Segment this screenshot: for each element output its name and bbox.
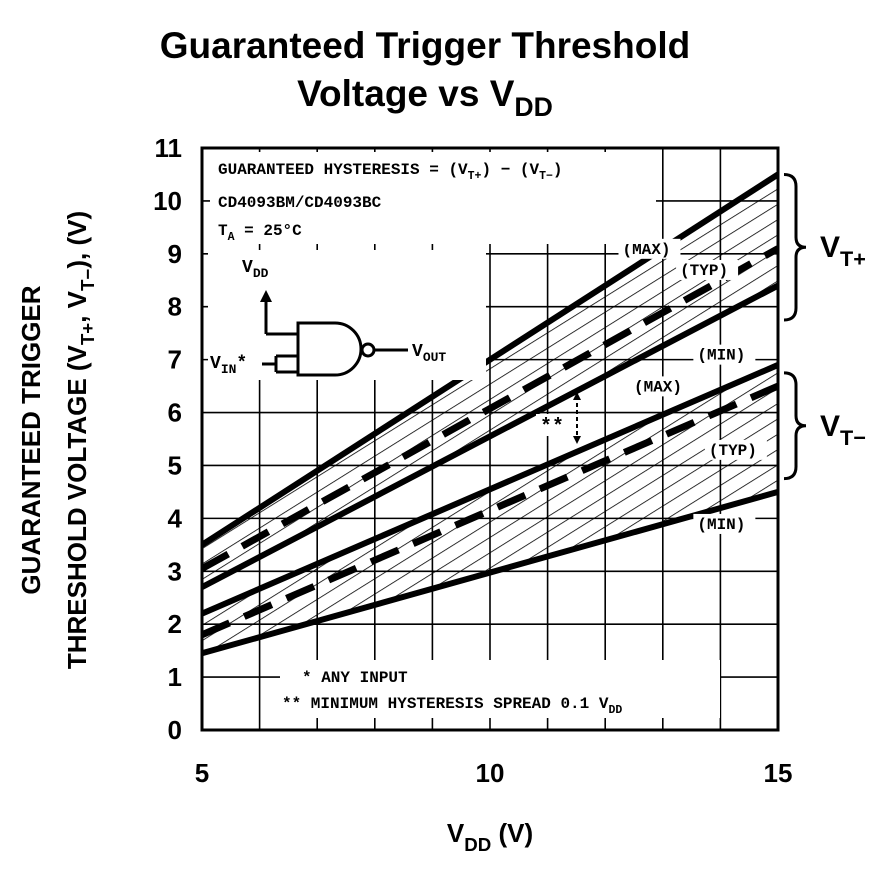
hysteresis-note: GUARANTEED HYSTERESIS = (VT+) − (VT−) <box>218 161 563 183</box>
x-tick-label: 5 <box>195 758 209 788</box>
series-line <box>202 282 778 590</box>
vdd-arrow-icon <box>260 290 272 302</box>
y-tick-label: 0 <box>168 715 182 745</box>
y-tick-label: 10 <box>153 186 182 216</box>
y-tick-label: 7 <box>168 345 182 375</box>
y-tick-label: 11 <box>155 133 183 163</box>
vin-label: VIN* <box>210 354 247 377</box>
chart-title-line1: Guaranteed Trigger Threshold <box>160 25 690 66</box>
plot-frame <box>200 146 780 732</box>
nand-gate-schematic: VDD VIN* VOUT <box>208 250 486 380</box>
footnote-background <box>280 660 720 718</box>
series-line <box>202 245 778 572</box>
y-tick-label: 6 <box>168 398 182 428</box>
y-tick-label: 9 <box>168 239 182 269</box>
y-tick-label: 3 <box>168 556 182 586</box>
hysteresis-band <box>202 364 778 654</box>
curve-label: (MIN) <box>697 516 745 534</box>
y-axis-title-line1: GUARANTEED TRIGGER <box>16 285 46 594</box>
band-label: VT− <box>820 410 866 450</box>
footnote-min-hysteresis: ** MINIMUM HYSTERESIS SPREAD 0.1 VDD <box>282 695 622 717</box>
curve-label: (TYP) <box>680 262 728 280</box>
curve-label: (MAX) <box>622 241 670 259</box>
hysteresis-bands <box>202 174 778 654</box>
y-axis-title-line2: THRESHOLD VOLTAGE (VT+, VT−), (V) <box>62 211 98 669</box>
annotation-background <box>210 152 656 244</box>
curve-label: (MAX) <box>634 378 682 396</box>
curve-label-background <box>704 439 767 460</box>
part-number: CD4093BM/CD4093BC <box>218 194 382 212</box>
curve-label-background <box>676 259 739 280</box>
band-brackets: VT+ VT− <box>783 172 866 481</box>
footnote-any-input: * ANY INPUT <box>302 669 408 687</box>
curve-label: (TYP) <box>709 442 757 460</box>
band-label: VT+ <box>820 231 866 271</box>
y-tick-label: 5 <box>168 450 182 480</box>
curve-label-background <box>693 513 756 534</box>
vdd-label: VDD <box>242 258 269 281</box>
y-tick-label: 2 <box>168 609 182 639</box>
hysteresis-spread-marker: ** <box>536 392 581 444</box>
curve-label-background <box>693 344 756 365</box>
curve-label-background <box>630 376 692 397</box>
series-lines <box>202 171 778 657</box>
nand-gate-icon <box>296 321 363 377</box>
series-line <box>202 489 778 657</box>
x-tick-label: 10 <box>476 758 505 788</box>
series-line <box>202 362 778 617</box>
x-axis-title: VDD (V) <box>447 818 533 855</box>
band-bracket <box>783 371 807 481</box>
double-star: ** <box>540 416 564 439</box>
hysteresis-band <box>202 174 778 588</box>
vout-label: VOUT <box>412 342 446 365</box>
chart-title-line2: Voltage vs VDD <box>297 73 553 122</box>
y-tick-label: 4 <box>168 503 183 533</box>
axis-ticks: 0 1 2 3 4 5 6 7 8 9 10 11 5 10 15 <box>153 133 792 788</box>
series-line <box>202 382 778 638</box>
curve-label: (MIN) <box>697 347 745 365</box>
band-bracket <box>783 172 807 322</box>
x-tick-label: 15 <box>764 758 793 788</box>
y-tick-label: 8 <box>168 292 182 322</box>
y-tick-label: 1 <box>168 662 182 692</box>
series-line <box>202 171 778 548</box>
temperature-note: TA = 25°C <box>218 222 302 244</box>
